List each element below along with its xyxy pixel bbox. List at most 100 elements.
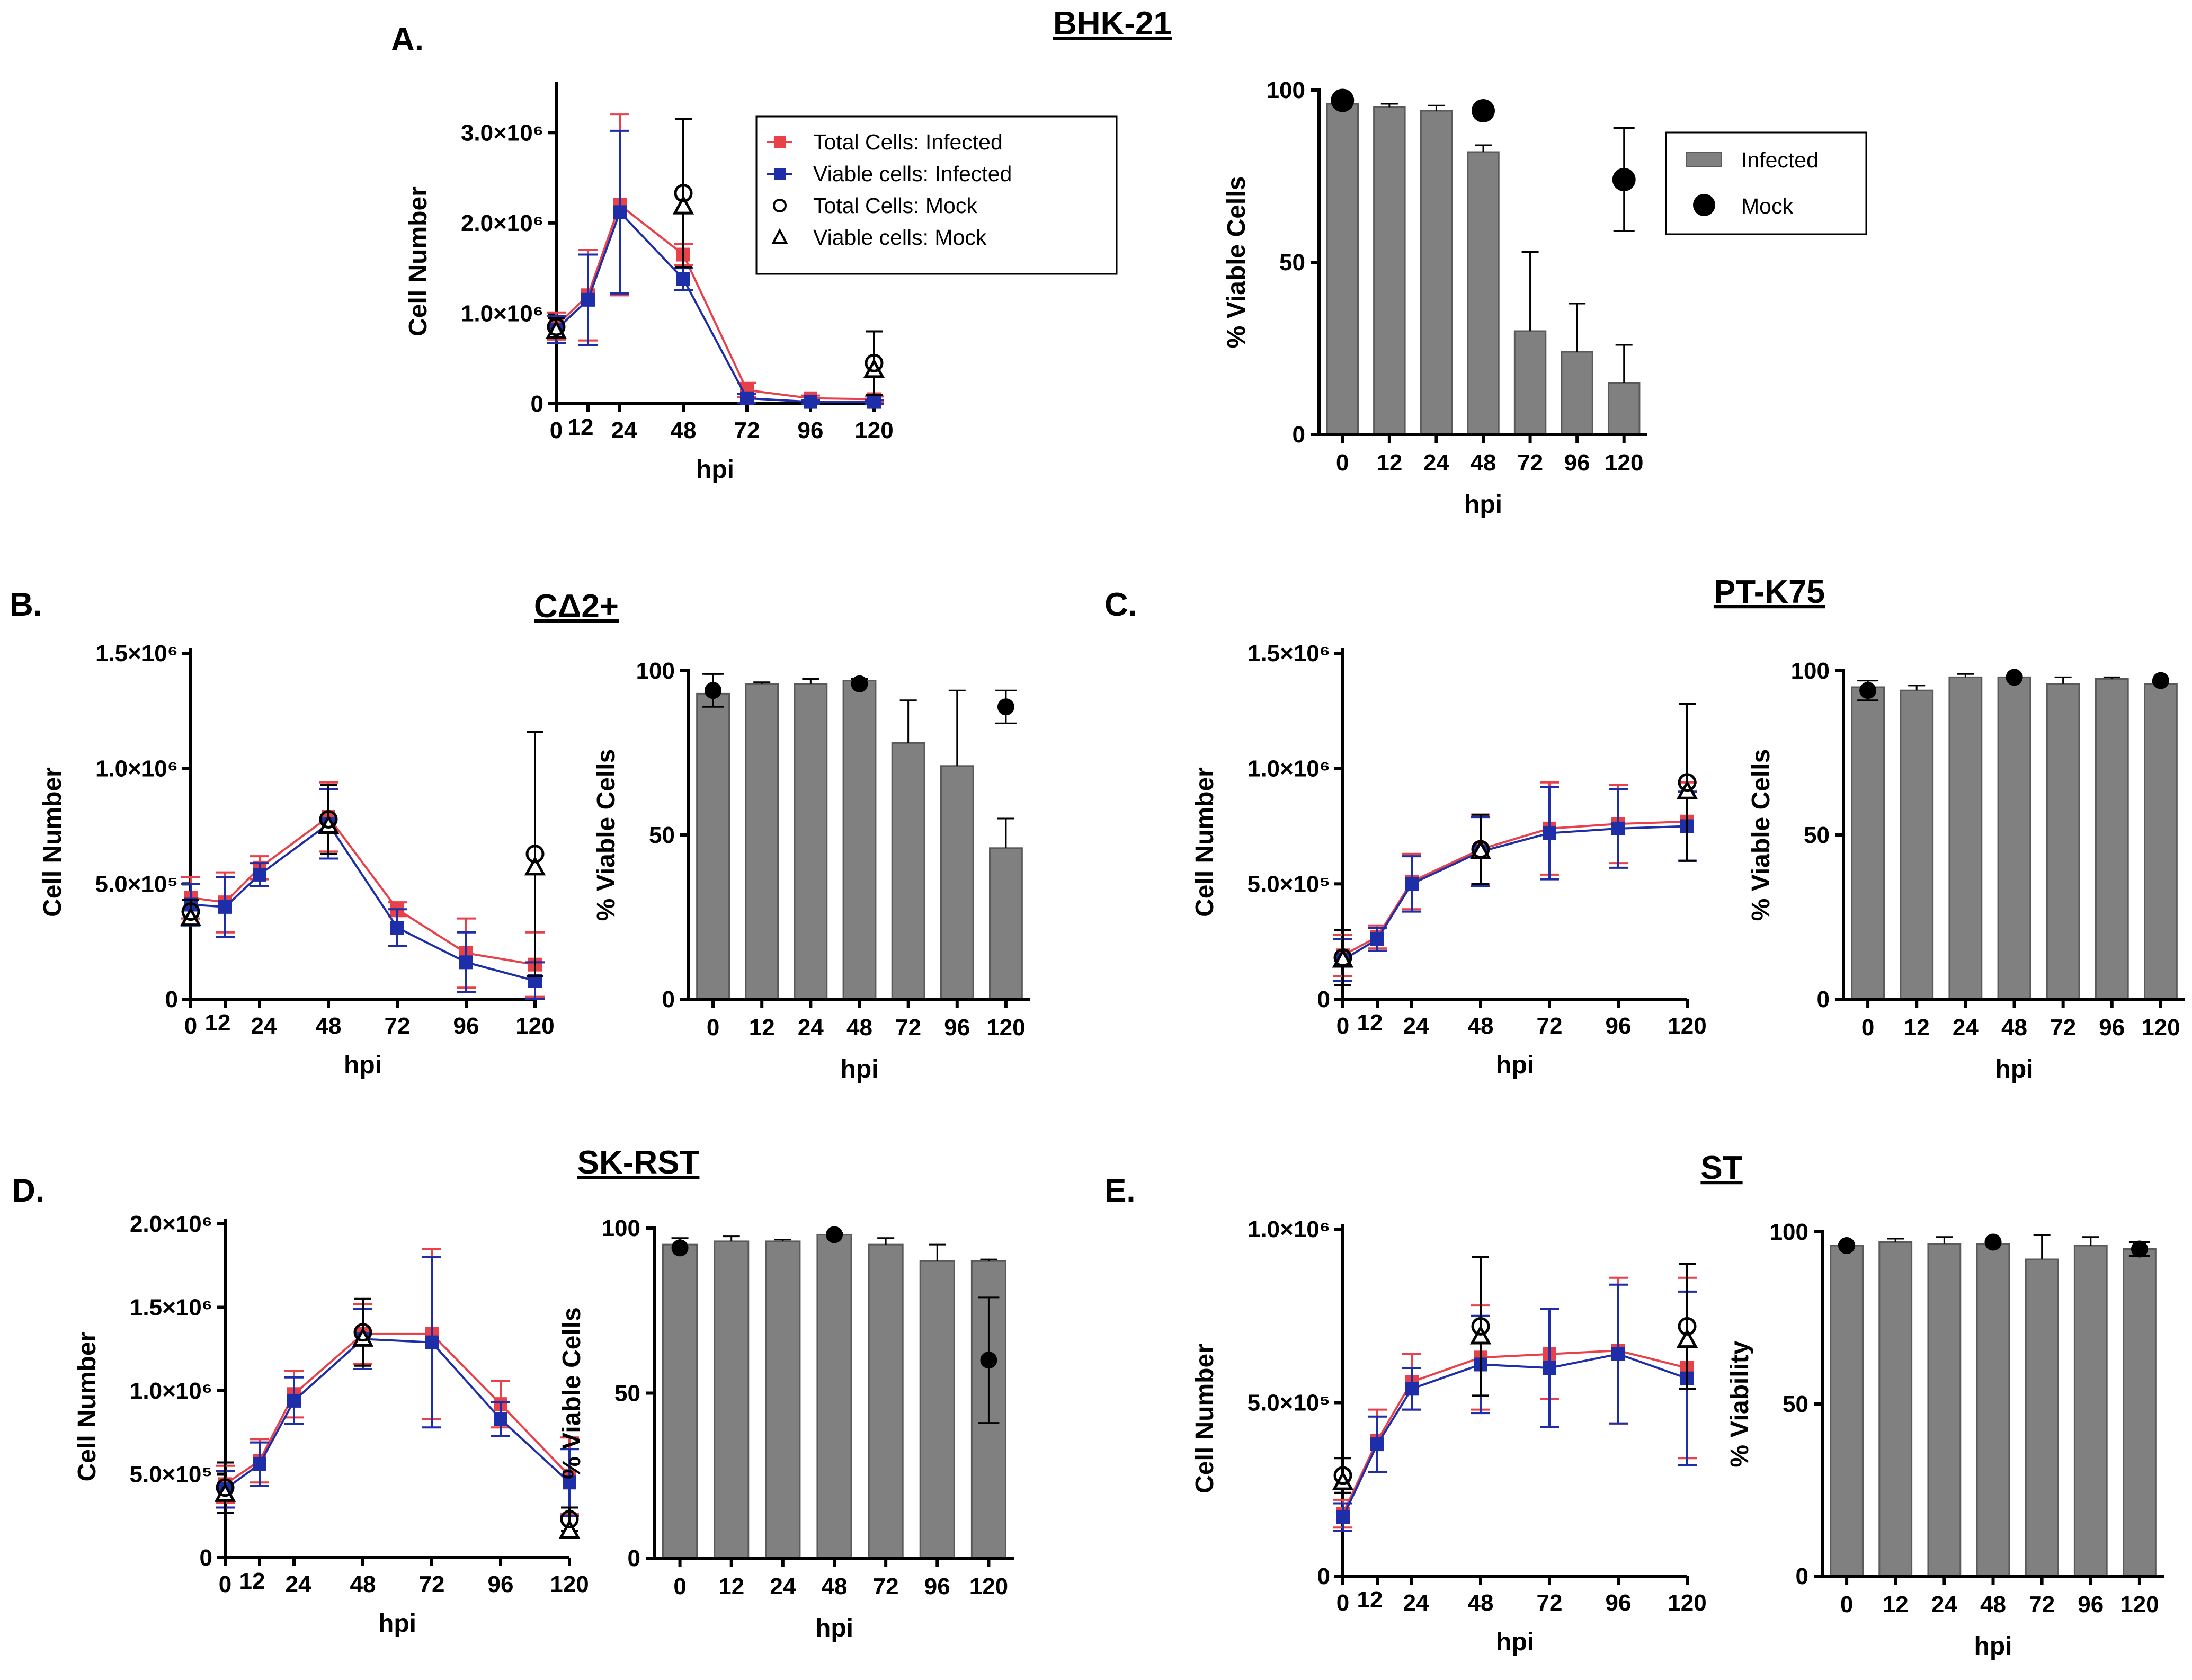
y-tick-label: 100 (602, 1215, 640, 1241)
y-axis-label: % Viable Cells (558, 1307, 586, 1479)
mock-point (1331, 88, 1355, 112)
bar (1467, 151, 1500, 435)
bar (816, 1233, 852, 1559)
y-tick-label: 1.0×10⁶ (130, 1378, 212, 1404)
x-axis-label: hpi (378, 1610, 416, 1638)
legend-label: Mock (1741, 194, 1793, 218)
x-tick-label: 96 (2099, 1015, 2125, 1041)
bar (2095, 678, 2129, 1000)
mock-point (1838, 1237, 1856, 1254)
series-marker (563, 1475, 576, 1490)
legend-marker (1686, 152, 1722, 167)
series-marker (1611, 821, 1625, 835)
series-marker (390, 921, 404, 935)
mock-point (1472, 99, 1495, 122)
series-marker (867, 395, 881, 409)
x-tick-label: 96 (1606, 1590, 1632, 1616)
panel-letter: C. (1104, 586, 1137, 623)
y-tick-label: 0 (531, 391, 543, 417)
series-marker (804, 395, 817, 409)
x-tick-label: 12 (568, 414, 594, 440)
y-tick-label: 2.0×10⁶ (461, 210, 543, 236)
series-marker (218, 900, 232, 914)
mock-point (826, 1226, 843, 1243)
legend-label: Viable cells: Mock (813, 225, 987, 250)
x-tick-label: 0 (673, 1574, 686, 1599)
mock-total-marker (1471, 840, 1490, 859)
x-tick-label: 0 (1840, 1592, 1853, 1617)
panel-letter: A. (391, 21, 424, 58)
x-tick-label: 72 (1517, 450, 1543, 476)
y-tick-label: 100 (1791, 658, 1830, 684)
series-marker (740, 391, 754, 405)
x-tick-label: 24 (286, 1571, 311, 1597)
x-tick-label: 72 (385, 1013, 411, 1039)
line-chart-ST: 0 5.0×10⁵ 1.0×10⁶ 0 12 24 48 72 96 120 hpi Cell Num… (1191, 1216, 1707, 1656)
x-tick-label: 96 (924, 1574, 950, 1599)
y-axis-label: Cell Number (39, 767, 67, 917)
mock-total-marker (216, 1478, 235, 1497)
x-tick-label: 120 (1605, 450, 1643, 476)
legend-label: Total Cells: Mock (813, 193, 977, 218)
series-marker (459, 955, 473, 970)
y-tick-label: 1.0×10⁶ (1248, 756, 1330, 782)
series-marker (253, 1457, 266, 1471)
mock-total-marker (1471, 1317, 1490, 1336)
x-tick-label: 120 (550, 1571, 589, 1597)
y-axis-label: % Viable Cells (1223, 176, 1251, 349)
y-axis-label: % Viable Cells (592, 749, 620, 921)
y-tick-label: 5.0×10⁵ (95, 871, 178, 897)
y-tick-label: 0 (165, 986, 178, 1012)
x-tick-label: 48 (1471, 450, 1496, 476)
x-tick-label: 24 (1403, 1590, 1429, 1616)
mock-viable-marker (524, 856, 546, 876)
x-tick-label: 120 (2120, 1592, 2159, 1617)
x-tick-label: 72 (2050, 1015, 2076, 1041)
legend-marker (1693, 194, 1715, 216)
x-tick-label: 48 (316, 1013, 342, 1039)
x-axis-label: hpi (1974, 1632, 2012, 1660)
legend-marker (774, 136, 786, 148)
mock-point (705, 682, 722, 699)
series-line (1342, 1353, 1688, 1518)
series-line (1342, 825, 1688, 961)
x-tick-label: 120 (986, 1015, 1025, 1041)
bar (1878, 1241, 1913, 1577)
x-tick-label: 48 (671, 417, 697, 443)
x-axis-label: hpi (1995, 1055, 2034, 1083)
bar (989, 847, 1023, 1000)
x-tick-label: 48 (1468, 1590, 1494, 1616)
bar (1830, 1245, 1864, 1577)
x-tick-label: 24 (798, 1015, 824, 1041)
bar (1927, 1243, 1962, 1577)
bar (868, 1243, 904, 1559)
x-tick-label: 12 (1904, 1015, 1930, 1041)
line-chart-CΔ2+: 0 5.0×10⁵ 1.0×10⁶ 1.5×10⁶ 0 12 24 48 72 96 120 hpi C… (39, 641, 555, 1079)
mock-viable-marker (1676, 1328, 1698, 1348)
panel-title: CΔ2+ (534, 588, 619, 625)
x-axis-label: hpi (344, 1051, 382, 1079)
bar (1997, 676, 2031, 1000)
panel-title: PT-K75 (1714, 574, 1825, 610)
series-marker (1611, 1347, 1625, 1361)
bar (919, 1260, 955, 1559)
y-tick-label: 50 (1783, 1391, 1808, 1417)
x-tick-label: 48 (350, 1571, 376, 1597)
mock-point (671, 1239, 689, 1257)
y-tick-label: 1.5×10⁶ (130, 1295, 212, 1321)
mock-total-marker (560, 1510, 579, 1529)
mock-viable-marker (672, 194, 694, 215)
x-tick-label: 96 (944, 1015, 970, 1041)
mock-total-marker (674, 184, 693, 203)
bar (1851, 686, 1885, 1000)
x-axis-label: hpi (696, 456, 734, 484)
y-tick-label: 5.0×10⁵ (1248, 871, 1330, 897)
series-marker (494, 1412, 507, 1426)
x-tick-label: 120 (854, 417, 893, 443)
x-tick-label: 72 (734, 417, 760, 443)
legend-marker (773, 199, 787, 212)
y-axis-label: % Viable Cells (1747, 749, 1775, 921)
mock-point (997, 698, 1014, 716)
x-tick-label: 72 (895, 1015, 921, 1041)
